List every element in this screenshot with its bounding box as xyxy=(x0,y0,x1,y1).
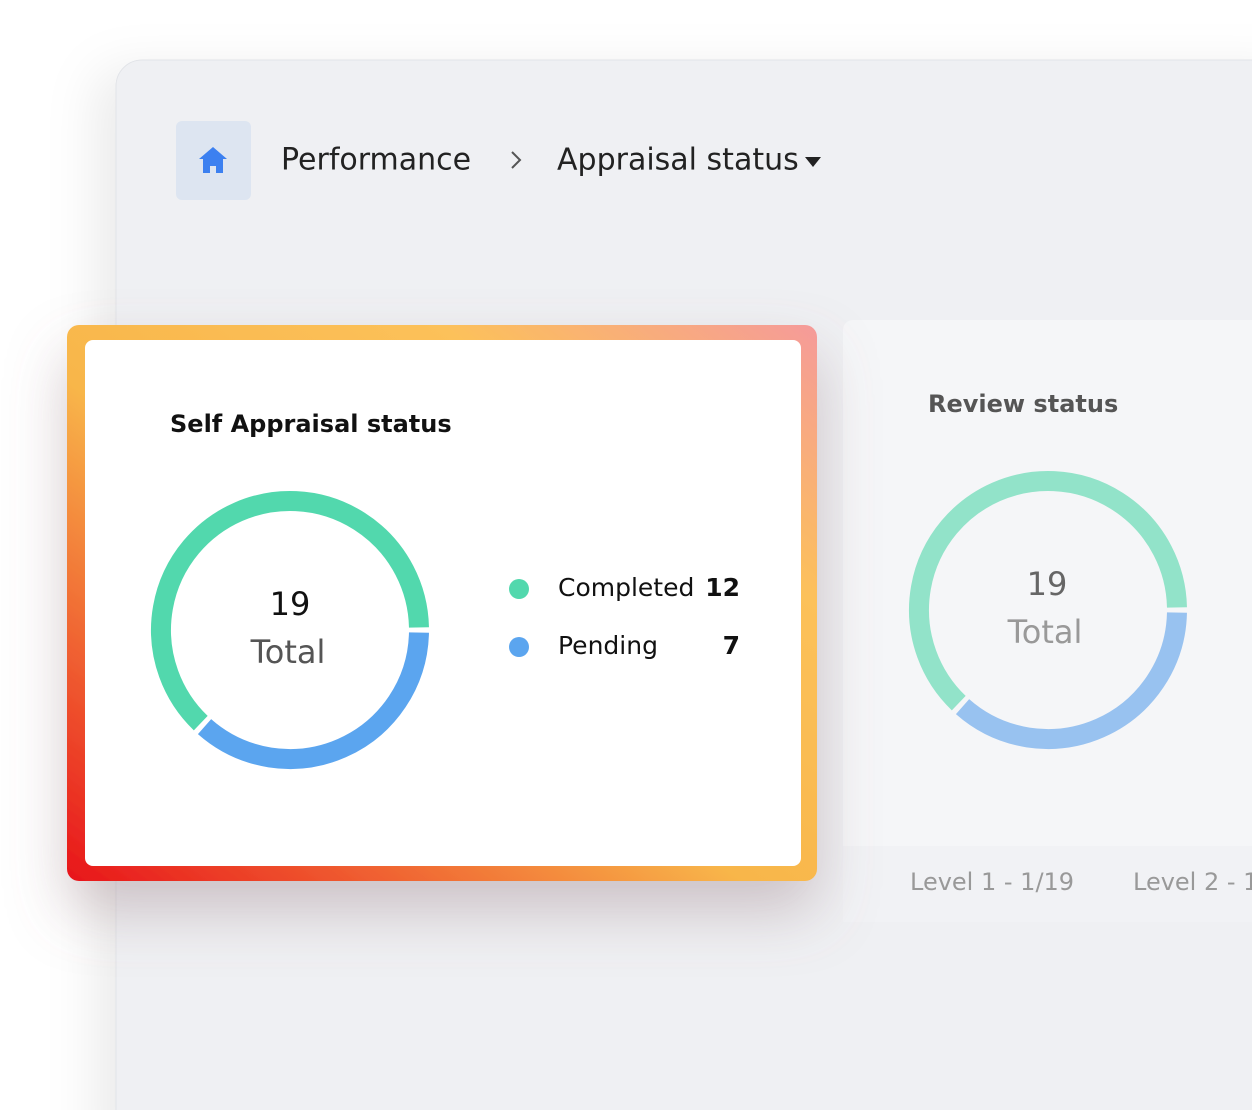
self-card xyxy=(85,340,801,866)
donut-segment xyxy=(909,471,1187,711)
total-label: Total xyxy=(250,633,326,671)
legend-value: 12 xyxy=(705,573,740,602)
legend-value: 7 xyxy=(723,631,740,660)
review-footer xyxy=(843,846,1252,922)
total-label: Total xyxy=(1007,613,1083,651)
legend-dot xyxy=(509,579,529,599)
breadcrumb-item[interactable]: Appraisal status xyxy=(557,143,799,178)
legend-label: Completed xyxy=(558,573,694,602)
donut-segment xyxy=(197,632,429,769)
donut-segment xyxy=(955,612,1187,749)
breadcrumb-item[interactable]: Performance xyxy=(281,143,471,178)
legend-label: Pending xyxy=(558,631,658,660)
dropdown-arrow[interactable] xyxy=(805,157,821,167)
total-value: 19 xyxy=(1027,565,1068,603)
breadcrumb-separator xyxy=(511,151,522,169)
level-status: Level 1 - 1/19 xyxy=(910,868,1074,896)
level-status: Level 2 - 1 xyxy=(1133,868,1252,896)
legend-dot xyxy=(509,637,529,657)
total-value: 19 xyxy=(270,585,311,623)
home-icon xyxy=(199,147,227,173)
card-title: Review status xyxy=(928,390,1118,418)
review-card xyxy=(843,320,1252,922)
card-title: Self Appraisal status xyxy=(170,410,452,438)
donut-segment xyxy=(151,491,429,731)
